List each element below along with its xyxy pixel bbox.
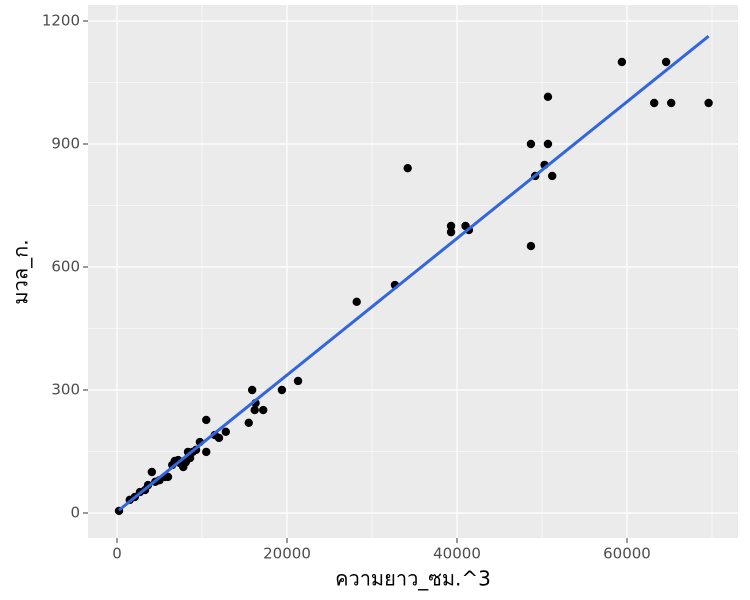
fit-line bbox=[118, 34, 710, 512]
point bbox=[250, 405, 259, 415]
point bbox=[526, 139, 536, 149]
point bbox=[214, 433, 224, 443]
x-axis-title: ความยาว_ซม.^3 bbox=[335, 567, 491, 591]
point bbox=[446, 221, 456, 231]
point bbox=[147, 467, 157, 477]
point bbox=[221, 427, 231, 437]
x-tick-label: 60000 bbox=[603, 545, 651, 563]
y-tick-label: 0 bbox=[70, 503, 80, 521]
point bbox=[446, 227, 456, 237]
point bbox=[547, 171, 557, 181]
x-tick-label: 0 bbox=[112, 545, 122, 563]
y-tick-label: 300 bbox=[51, 380, 80, 398]
point bbox=[704, 98, 713, 108]
x-tick-label: 40000 bbox=[433, 545, 481, 563]
point bbox=[649, 98, 659, 108]
point bbox=[247, 385, 257, 395]
point bbox=[259, 405, 268, 415]
point bbox=[202, 415, 211, 425]
point bbox=[526, 241, 536, 251]
y-tick-label: 1200 bbox=[42, 11, 80, 29]
point bbox=[202, 447, 211, 457]
point bbox=[543, 139, 553, 149]
y-tick-label: 900 bbox=[51, 134, 80, 152]
point bbox=[661, 57, 671, 67]
point bbox=[163, 472, 173, 482]
point bbox=[543, 92, 553, 102]
point bbox=[617, 57, 627, 67]
point bbox=[244, 418, 253, 427]
point bbox=[293, 376, 303, 386]
point bbox=[352, 297, 361, 307]
point bbox=[403, 163, 412, 173]
point bbox=[277, 385, 287, 395]
x-tick-label: 20000 bbox=[263, 545, 311, 563]
y-tick-label: 600 bbox=[51, 257, 80, 275]
y-axis-title: มวล_ก. bbox=[9, 239, 33, 304]
point bbox=[666, 98, 676, 108]
